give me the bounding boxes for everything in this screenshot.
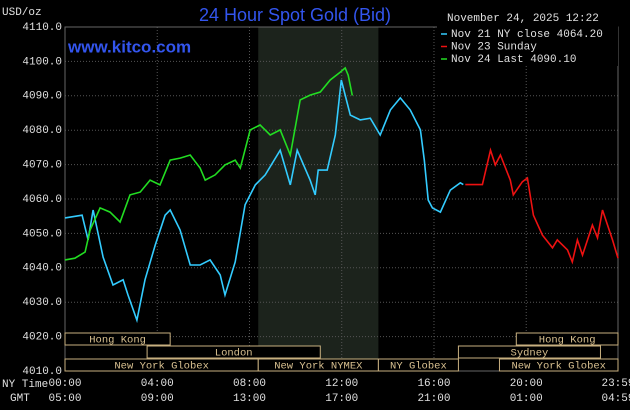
x-tick-label: 00:00 (48, 378, 81, 390)
session-label: New York Globex (114, 360, 209, 372)
y-tick-label: 4010.0 (22, 366, 62, 378)
session-bar (515, 332, 619, 346)
line-series (64, 79, 464, 324)
y-tick-label: 4080.0 (22, 125, 62, 137)
chart-title: 24 Hour Spot Gold (Bid) (199, 5, 391, 25)
x2-tick-label: 01:00 (510, 393, 543, 405)
y-tick-label: 4090.0 (22, 91, 62, 103)
session-label: New York Globex (511, 360, 606, 372)
session-label: NY Globex (390, 360, 447, 372)
y-tick-label: 4100.0 (22, 56, 62, 68)
x-tick-label: 20:00 (510, 378, 543, 390)
session-label: Hong Kong (89, 334, 146, 346)
x-tick-label: 12:00 (325, 378, 358, 390)
session-shade (258, 27, 379, 371)
session-bar (64, 332, 171, 346)
x2-tick-label: 17:00 (325, 393, 358, 405)
x2-tick-label: 13:00 (233, 393, 266, 405)
y-tick-label: 4050.0 (22, 228, 62, 240)
x-tick-label: 16:00 (417, 378, 450, 390)
y-axis-label: USD/oz (2, 7, 42, 19)
x2-axis-label: GMT (10, 393, 30, 405)
x2-tick-label: 09:00 (141, 393, 174, 405)
session-label: Hong Kong (539, 334, 596, 346)
x-tick-label: 23:59 (601, 378, 630, 390)
line-series (64, 66, 354, 261)
y-tick-label: 4040.0 (22, 263, 62, 275)
session-bar (377, 358, 459, 372)
y-tick-label: 4070.0 (22, 160, 62, 172)
x2-tick-label: 21:00 (417, 393, 450, 405)
y-tick-label: 4110.0 (22, 22, 62, 34)
legend-label: Nov 24 Last 4090.10 (451, 54, 576, 66)
session-bar (457, 345, 601, 359)
session-bar (498, 358, 619, 372)
y-tick-label: 4030.0 (22, 297, 62, 309)
y-tick-label: 4020.0 (22, 332, 62, 344)
legend-box (437, 26, 618, 66)
legend-label: Nov 21 NY close 4064.20 (451, 29, 603, 41)
timestamp: November 24, 2025 12:22 (447, 13, 599, 25)
session-bar (146, 345, 321, 359)
x2-tick-label: 04:59 (601, 393, 630, 405)
line-series (465, 147, 619, 265)
session-label: New York NYMEX (274, 360, 363, 372)
legend-label: Nov 23 Sunday (451, 41, 537, 53)
y-tick-label: 4060.0 (22, 194, 62, 206)
x-tick-label: 04:00 (141, 378, 174, 390)
website: www.kitco.com (67, 37, 191, 56)
session-label: Sydney (511, 347, 549, 359)
x-axis-label: NY Time (2, 379, 48, 391)
x-tick-label: 08:00 (233, 378, 266, 390)
x2-tick-label: 05:00 (48, 393, 81, 405)
session-label: London (215, 347, 253, 359)
